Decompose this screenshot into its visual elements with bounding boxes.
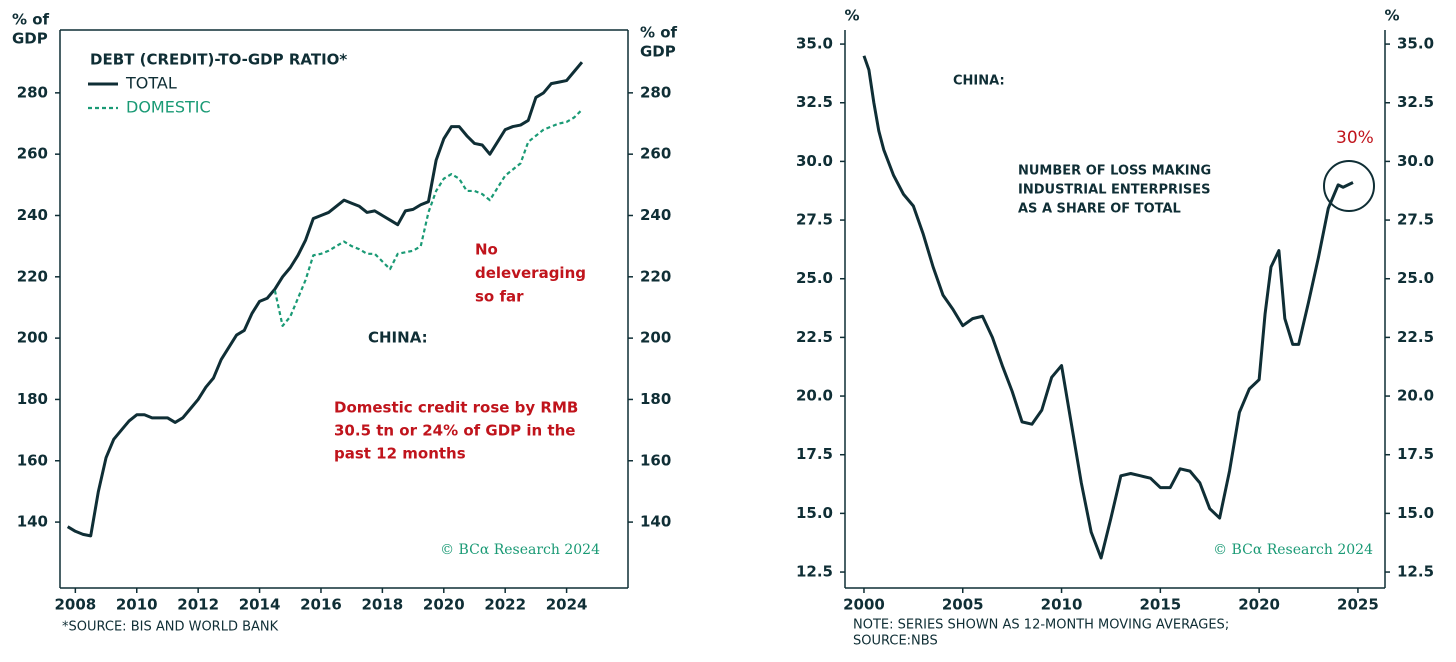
annotation: CHINA: <box>368 329 428 347</box>
annotation: CHINA: <box>953 74 1005 89</box>
x-tick-label: 2024 <box>546 596 588 614</box>
y2-tick-label: 35.0 <box>1397 35 1434 53</box>
y2-tick-label: 180 <box>640 390 671 408</box>
annotation: 30% <box>1336 128 1374 148</box>
y-tick-label: 220 <box>17 267 48 285</box>
y2-tick-label: 280 <box>640 83 671 101</box>
y2-tick-label: 15.0 <box>1397 504 1434 522</box>
x-tick-label: 2018 <box>362 596 404 614</box>
y2-tick-label: 25.0 <box>1397 269 1434 287</box>
y2-tick-label: 17.5 <box>1397 445 1434 463</box>
y2-tick-label: 32.5 <box>1397 93 1434 111</box>
x-tick-label: 2008 <box>54 596 96 614</box>
annotation: AS A SHARE OF TOTAL <box>1018 202 1181 217</box>
watermark: © BCα Research 2024 <box>440 542 600 558</box>
annotation: 30.5 tn or 24% of GDP in the <box>334 422 575 440</box>
x-tick-label: 2010 <box>1041 596 1083 614</box>
y-tick-label: 280 <box>17 83 48 101</box>
y-tick-label: 25.0 <box>796 269 833 287</box>
legend-title: DEBT (CREDIT)-TO-GDP RATIO* <box>90 51 347 69</box>
y2-axis-label: % <box>1384 7 1399 25</box>
y2-tick-label: 240 <box>640 206 671 224</box>
y2-tick-label: 30.0 <box>1397 152 1434 170</box>
y-tick-label: 12.5 <box>796 563 833 581</box>
y2-tick-label: 160 <box>640 451 671 469</box>
y2-axis-label: GDP <box>640 43 676 61</box>
y2-tick-label: 20.0 <box>1397 387 1434 405</box>
annotation: Domestic credit rose by RMB <box>334 399 578 417</box>
x-tick-label: 2016 <box>300 596 342 614</box>
y-axis-label: GDP <box>12 30 48 48</box>
y2-tick-label: 140 <box>640 513 671 531</box>
y2-tick-label: 200 <box>640 329 671 347</box>
x-tick-label: 2010 <box>116 596 158 614</box>
y-tick-label: 260 <box>17 145 48 163</box>
x-tick-label: 2022 <box>484 596 526 614</box>
y2-tick-label: 22.5 <box>1397 328 1434 346</box>
source-note: NOTE: SERIES SHOWN AS 12-MONTH MOVING AV… <box>853 618 1229 633</box>
x-tick-label: 2005 <box>942 596 984 614</box>
y-tick-label: 240 <box>17 206 48 224</box>
y-axis-label: % <box>844 7 859 25</box>
y-tick-label: 35.0 <box>796 35 833 53</box>
y-tick-label: 32.5 <box>796 93 833 111</box>
x-tick-label: 2020 <box>423 596 465 614</box>
y-tick-label: 140 <box>17 513 48 531</box>
series-line <box>66 61 584 538</box>
y-tick-label: 17.5 <box>796 445 833 463</box>
annotation: deleveraging <box>475 264 586 282</box>
annotation: so far <box>475 288 524 306</box>
y-tick-label: 15.0 <box>796 504 833 522</box>
y-tick-label: 30.0 <box>796 152 833 170</box>
x-tick-label: 2012 <box>177 596 219 614</box>
source-note: *SOURCE: BIS AND WORLD BANK <box>62 620 279 635</box>
y2-tick-label: 27.5 <box>1397 211 1434 229</box>
highlight-circle <box>1323 160 1375 212</box>
annotation: past 12 months <box>334 445 466 463</box>
y-tick-label: 20.0 <box>796 387 833 405</box>
annotation: INDUSTRIAL ENTERPRISES <box>1018 183 1211 198</box>
y2-tick-label: 260 <box>640 145 671 163</box>
x-tick-label: 2015 <box>1139 596 1181 614</box>
annotation: No <box>475 241 498 259</box>
x-tick-label: 2000 <box>843 596 885 614</box>
watermark: © BCα Research 2024 <box>1213 542 1373 558</box>
y-axis-label: % of <box>12 11 50 29</box>
x-tick-label: 2025 <box>1337 596 1379 614</box>
y-tick-label: 27.5 <box>796 211 833 229</box>
source-note: SOURCE:NBS <box>853 634 938 649</box>
y2-axis-label: % of <box>640 24 678 42</box>
series-line <box>273 108 583 327</box>
series-line <box>862 55 1354 560</box>
x-tick-label: 2014 <box>239 596 281 614</box>
y-tick-label: 180 <box>17 390 48 408</box>
legend-label: TOTAL <box>125 74 177 93</box>
annotation: NUMBER OF LOSS MAKING <box>1018 164 1211 179</box>
x-tick-label: 2020 <box>1238 596 1280 614</box>
y2-tick-label: 220 <box>640 267 671 285</box>
y2-tick-label: 12.5 <box>1397 563 1434 581</box>
legend-label: DOMESTIC <box>126 98 211 117</box>
y-tick-label: 160 <box>17 451 48 469</box>
y-tick-label: 200 <box>17 329 48 347</box>
y-tick-label: 22.5 <box>796 328 833 346</box>
